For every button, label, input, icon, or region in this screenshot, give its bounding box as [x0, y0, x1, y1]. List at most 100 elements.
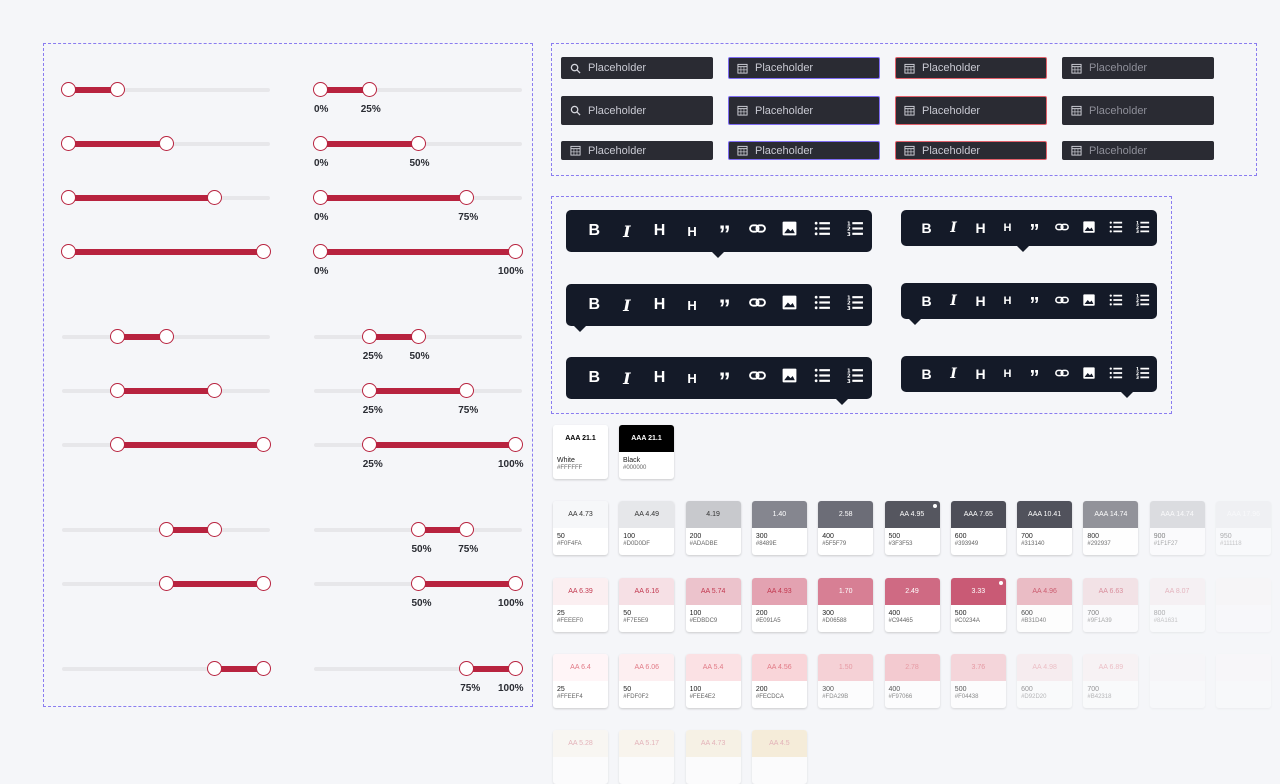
slider-thumb-high[interactable]: [459, 190, 475, 205]
slider-thumb-high[interactable]: [459, 522, 475, 537]
range-slider[interactable]: [61, 80, 270, 100]
slider-thumb-high[interactable]: [508, 661, 523, 676]
slider-thumb-low[interactable]: [109, 329, 125, 344]
range-slider[interactable]: [62, 327, 270, 347]
slider-thumb-low[interactable]: [361, 383, 377, 398]
link-button[interactable]: [1048, 362, 1075, 386]
slider-thumb-low[interactable]: [313, 244, 328, 259]
slider-thumb-high[interactable]: [158, 329, 174, 344]
quote-button[interactable]: ”: [1021, 289, 1048, 315]
color-swatch[interactable]: AA 4.73: [685, 730, 741, 784]
color-swatch[interactable]: AA 4.56 200 #FECDCA: [751, 654, 807, 708]
color-swatch[interactable]: AAA 7.65 600 #393949: [950, 501, 1006, 555]
slider-thumb-high[interactable]: [459, 383, 475, 398]
image-button[interactable]: [774, 366, 807, 390]
link-button[interactable]: [741, 366, 774, 390]
slider-thumb-low[interactable]: [361, 329, 377, 344]
range-slider[interactable]: [62, 520, 270, 540]
quote-button[interactable]: ”: [1021, 362, 1048, 388]
italic-button[interactable]: I: [611, 293, 644, 317]
text-input-error[interactable]: Placeholder: [895, 141, 1047, 160]
range-slider[interactable]: 50% 100%: [314, 574, 524, 609]
color-swatch[interactable]: AA 8.07 800 #8A1631: [1149, 578, 1205, 632]
color-swatch[interactable]: 3.33 500 #C0234A: [950, 578, 1006, 632]
color-swatch[interactable]: AA 4.73 50 #F0F4FA: [553, 501, 608, 555]
color-swatch[interactable]: AA 4.95 500 #3F3F53: [884, 501, 940, 555]
slider-thumb-high[interactable]: [508, 244, 523, 259]
color-swatch[interactable]: 1.50 300 #FDA29B: [818, 654, 874, 708]
slider-thumb-high[interactable]: [361, 82, 377, 97]
text-input-focus[interactable]: Placeholder: [728, 96, 880, 125]
color-swatch[interactable]: AA 4.96 600 #B31D40: [1017, 578, 1073, 632]
quote-button[interactable]: ”: [1021, 216, 1048, 242]
quote-button[interactable]: ”: [708, 293, 741, 321]
bold-button[interactable]: B: [913, 362, 940, 386]
slider-thumb-high[interactable]: [508, 437, 523, 452]
text-input-error[interactable]: Placeholder: [895, 57, 1047, 79]
italic-button[interactable]: I: [940, 216, 967, 240]
heading-2-button[interactable]: H: [676, 293, 709, 317]
text-input-default[interactable]: Placeholder: [561, 96, 713, 125]
color-swatch[interactable]: AA 6.89 700 #B42318: [1083, 654, 1139, 708]
color-swatch[interactable]: AA 6.16 50 #F7E5E9: [619, 578, 675, 632]
slider-thumb-low[interactable]: [410, 576, 426, 591]
slider-thumb-low[interactable]: [61, 244, 76, 259]
slider-thumb-low[interactable]: [61, 82, 76, 97]
color-swatch[interactable]: AA 6.4 25 #FFEEF4: [553, 654, 608, 708]
heading-1-button[interactable]: H: [967, 289, 994, 313]
bullet-list-button[interactable]: [1102, 362, 1129, 386]
bold-button[interactable]: B: [578, 366, 611, 390]
color-swatch[interactable]: AA 5.17: [619, 730, 675, 784]
color-swatch[interactable]: [1216, 654, 1271, 708]
image-button[interactable]: [774, 219, 807, 243]
image-button[interactable]: [1075, 216, 1102, 240]
slider-thumb-high[interactable]: [207, 522, 223, 537]
color-swatch[interactable]: 2.78 400 #F97066: [884, 654, 940, 708]
slider-thumb-high[interactable]: [410, 136, 426, 151]
bullet-list-button[interactable]: [1102, 216, 1129, 240]
quote-button[interactable]: ”: [708, 366, 741, 394]
slider-thumb-low[interactable]: [313, 82, 328, 97]
slider-thumb-high[interactable]: [207, 383, 223, 398]
italic-button[interactable]: I: [940, 362, 967, 386]
bold-button[interactable]: B: [913, 289, 940, 313]
slider-thumb-high[interactable]: [410, 329, 426, 344]
range-slider[interactable]: 25% 100%: [314, 435, 524, 470]
bold-button[interactable]: B: [578, 293, 611, 317]
color-swatch[interactable]: 1.40 300 #8489E: [751, 501, 807, 555]
slider-thumb-high[interactable]: [158, 136, 174, 151]
range-slider[interactable]: [62, 574, 271, 594]
color-swatch[interactable]: AAA 14.74 800 #292937: [1083, 501, 1139, 555]
color-swatch[interactable]: AA 5.28: [553, 730, 608, 784]
color-swatch[interactable]: AAA 21.1 Black #000000: [619, 425, 674, 479]
color-swatch[interactable]: 2.58 400 #5F5F79: [818, 501, 874, 555]
color-swatch[interactable]: AA 4.93 200 #E091A5: [751, 578, 807, 632]
slider-thumb-high[interactable]: [207, 190, 223, 205]
range-slider[interactable]: [61, 188, 270, 208]
slider-thumb-high[interactable]: [256, 661, 271, 676]
slider-thumb-low[interactable]: [61, 190, 76, 205]
range-slider[interactable]: [62, 435, 271, 455]
bold-button[interactable]: B: [578, 219, 611, 243]
bullet-list-button[interactable]: [1102, 289, 1129, 313]
heading-2-button[interactable]: H: [994, 289, 1021, 313]
slider-thumb-high[interactable]: [109, 82, 125, 97]
range-slider[interactable]: 25% 75%: [314, 381, 522, 416]
image-button[interactable]: [1075, 362, 1102, 386]
text-input-focus[interactable]: Placeholder: [728, 57, 880, 79]
color-swatch[interactable]: [1149, 654, 1205, 708]
image-button[interactable]: [774, 293, 807, 317]
image-button[interactable]: [1075, 289, 1102, 313]
text-input-error[interactable]: Placeholder: [895, 96, 1047, 125]
heading-1-button[interactable]: H: [643, 366, 676, 390]
text-input-default[interactable]: Placeholder: [561, 141, 713, 160]
heading-2-button[interactable]: H: [994, 216, 1021, 240]
heading-1-button[interactable]: H: [967, 362, 994, 386]
range-slider[interactable]: 75% 100%: [314, 659, 524, 694]
italic-button[interactable]: I: [940, 289, 967, 313]
quote-button[interactable]: ”: [708, 219, 741, 247]
slider-thumb-high[interactable]: [256, 244, 271, 259]
